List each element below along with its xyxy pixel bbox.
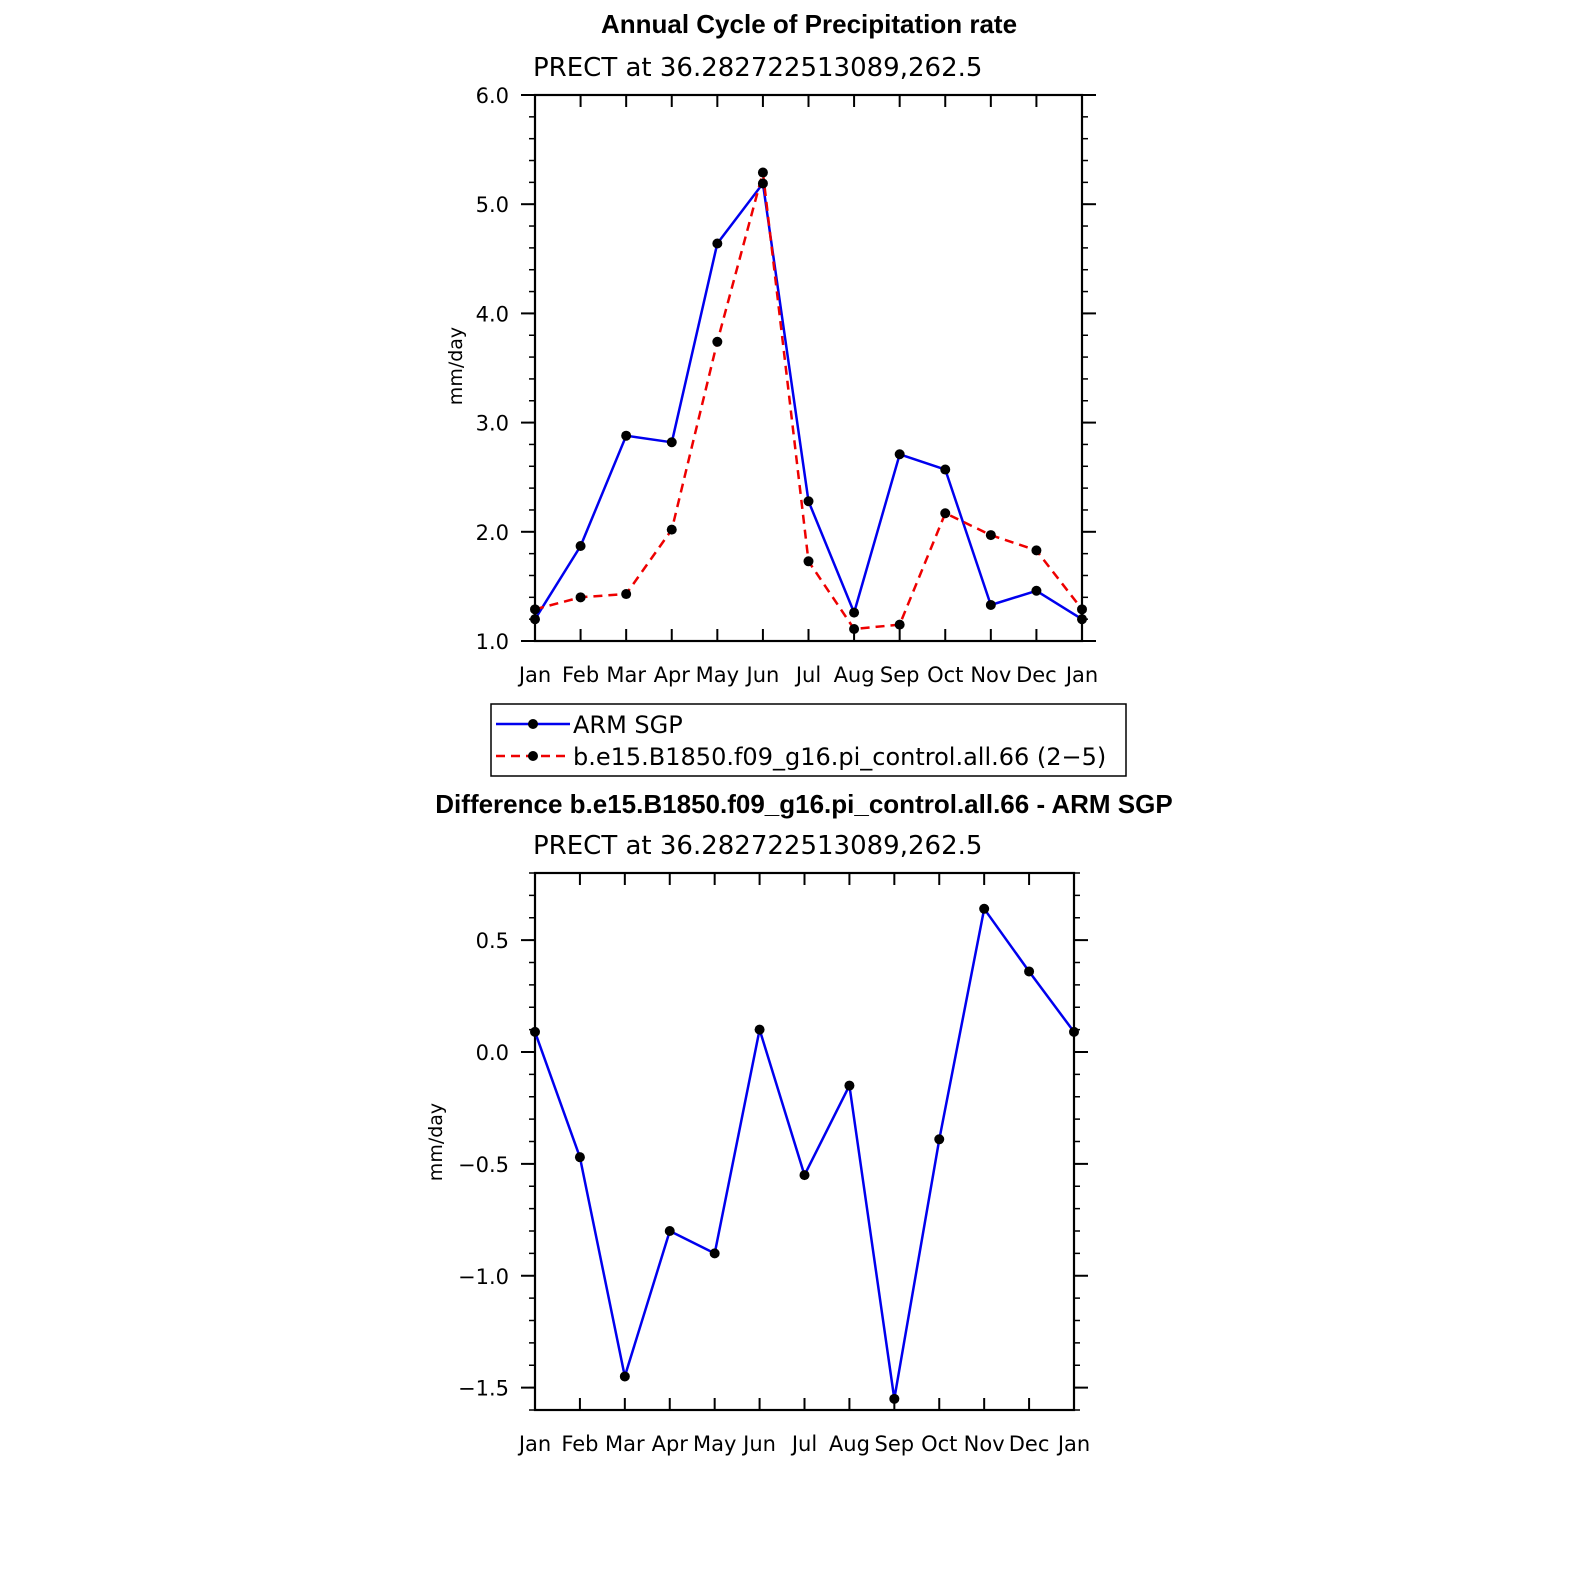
series-line-0 <box>533 182 1083 621</box>
x-tick-label: Jan <box>1056 1432 1090 1456</box>
x-tick-label: Dec <box>1009 1432 1050 1456</box>
y-tick-label: 5.0 <box>476 193 509 217</box>
series-0-point <box>849 607 860 618</box>
y-tick-label: 0.5 <box>476 929 509 953</box>
series-0-point <box>1077 614 1087 625</box>
legend-label-model: b.e15.B1850.f09_g16.pi_control.all.66 (2… <box>573 743 1106 771</box>
series-0-point <box>574 1152 585 1163</box>
series-0-point <box>844 1080 855 1091</box>
y-tick-label: 1.0 <box>476 630 509 654</box>
x-tick-label: Jul <box>794 663 821 687</box>
legend-box <box>490 703 1127 777</box>
y-tick-label: −1.5 <box>458 1377 509 1401</box>
series-line-0 <box>533 907 1076 1401</box>
series-0-point <box>530 1026 540 1037</box>
series-1-point <box>894 619 905 630</box>
x-tick-label: Jul <box>790 1432 817 1456</box>
x-tick-label: Mar <box>605 1432 645 1456</box>
y-tick-label: 0.0 <box>476 1041 509 1065</box>
y-tick-label: −0.5 <box>458 1153 509 1177</box>
series-0-point <box>664 1226 675 1236</box>
chart-title: Difference b.e15.B1850.f09_g16.pi_contro… <box>435 789 1172 819</box>
x-tick-label: Oct <box>921 1432 957 1456</box>
plot-area <box>530 167 1087 634</box>
legend-label-arm-sgp: ARM SGP <box>573 711 683 739</box>
series-1-point <box>530 604 540 615</box>
series-0-point <box>894 449 905 460</box>
x-tick-label: Aug <box>834 663 875 687</box>
series-0-point <box>1031 585 1042 596</box>
series-0-point <box>803 496 814 507</box>
y-tick-label: −1.0 <box>458 1265 509 1289</box>
series-0-point <box>530 614 540 625</box>
x-tick-label: Apr <box>652 1432 689 1456</box>
x-tick-label: Apr <box>654 663 691 687</box>
x-tick-label: Sep <box>875 1432 915 1456</box>
x-tick-label: Jun <box>741 1432 776 1456</box>
axes-frame: Jan Feb Mar Apr May Jun Jul Aug Sep Oct Nov Dec Jan 1… <box>476 84 1099 687</box>
x-tick-label: Jan <box>517 663 551 687</box>
chart-title: Annual Cycle of Precipitation rate <box>601 9 1017 39</box>
axes-frame: Jan Feb Mar Apr May Jun Jul Aug Sep Oct Nov Dec Jan−… <box>458 871 1090 1456</box>
chart-subtitle: PRECT at 36.282722513089,262.5 <box>533 53 982 83</box>
series-0-point <box>757 178 768 189</box>
x-tick-label: Dec <box>1016 663 1057 687</box>
x-tick-label: Jan <box>1064 663 1098 687</box>
series-0-point <box>979 903 990 914</box>
y-tick-label: 6.0 <box>476 84 509 108</box>
series-1-point <box>1077 604 1087 615</box>
difference-chart: Difference b.e15.B1850.f09_g16.pi_contro… <box>425 789 1173 1456</box>
series-0-point <box>940 464 951 475</box>
x-tick-label: Feb <box>562 663 599 687</box>
series-1-point <box>1031 545 1042 556</box>
y-axis-label: mm/day <box>425 1103 447 1181</box>
series-0-point <box>1069 1026 1079 1037</box>
x-tick-label: May <box>693 1432 736 1456</box>
x-tick-label: Nov <box>964 1432 1005 1456</box>
series-1-point <box>575 592 586 603</box>
y-tick-label: 4.0 <box>476 302 509 326</box>
x-tick-label: Feb <box>561 1432 598 1456</box>
series-0-point <box>1024 966 1035 977</box>
series-0-point <box>712 238 723 249</box>
series-0-point <box>889 1393 900 1404</box>
annual-cycle-chart: Annual Cycle of Precipitation rate PRECT… <box>445 9 1098 687</box>
x-tick-label: Aug <box>829 1432 870 1456</box>
y-tick-label: 2.0 <box>476 521 509 545</box>
legend-marker-model <box>528 751 538 761</box>
series-1-point <box>849 623 860 634</box>
legend-marker-arm-sgp <box>528 719 538 729</box>
series-1-point <box>666 524 677 535</box>
x-tick-label: May <box>696 663 739 687</box>
series-1-point <box>712 336 723 347</box>
x-tick-label: Oct <box>927 663 963 687</box>
series-1-point <box>940 508 951 519</box>
series-1-point <box>621 589 632 600</box>
x-tick-label: Nov <box>970 663 1011 687</box>
series-0-point <box>621 430 632 441</box>
series-0-point <box>709 1248 720 1259</box>
series-0-point <box>985 599 996 610</box>
chart-subtitle: PRECT at 36.282722513089,262.5 <box>533 831 982 861</box>
x-tick-label: Mar <box>606 663 646 687</box>
y-tick-label: 3.0 <box>476 412 509 436</box>
plot-area <box>530 903 1079 1404</box>
x-tick-label: Sep <box>880 663 920 687</box>
x-tick-label: Jun <box>745 663 780 687</box>
series-0-point <box>934 1134 945 1145</box>
x-tick-label: Jan <box>517 1432 551 1456</box>
series-0-point <box>754 1024 765 1035</box>
series-0-point <box>619 1371 630 1382</box>
series-1-point <box>985 530 996 541</box>
legend: ARM SGP b.e15.B1850.f09_g16.pi_control.a… <box>490 703 1127 777</box>
series-1-point <box>757 167 768 178</box>
series-0-point <box>666 437 677 448</box>
series-0-point <box>799 1170 810 1181</box>
series-1-point <box>803 556 814 567</box>
y-axis-label: mm/day <box>445 327 467 405</box>
series-0-point <box>575 540 586 551</box>
